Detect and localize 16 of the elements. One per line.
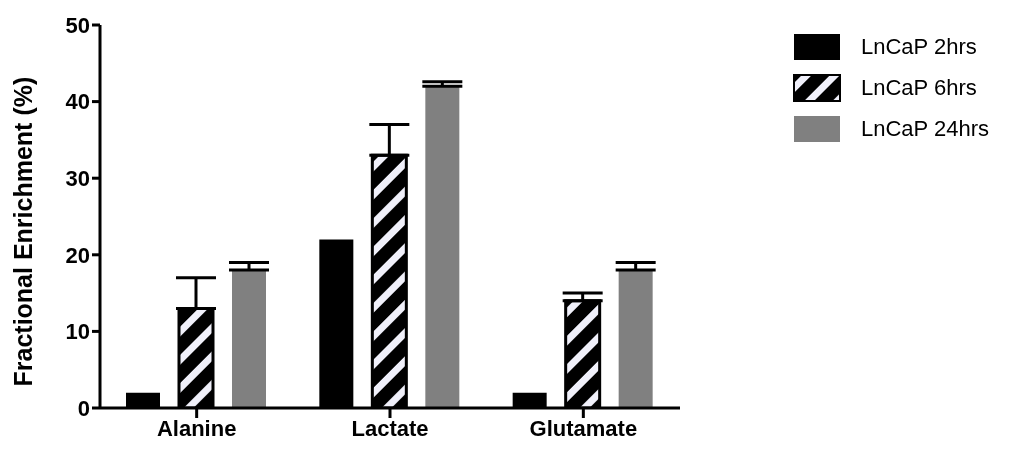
y-axis-title: Fractional Enrichment (%) xyxy=(8,76,37,387)
y-tick-label: 0 xyxy=(77,395,90,421)
bar xyxy=(232,270,266,408)
y-tick-label: 50 xyxy=(65,12,90,38)
legend-label: LnCaP 24hrs xyxy=(861,116,990,142)
x-tick-label: Alanine xyxy=(156,415,237,441)
y-tick-label: 30 xyxy=(65,166,90,192)
x-tick-label: Lactate xyxy=(351,415,429,441)
y-tick-label: 40 xyxy=(65,89,90,115)
legend-label: LnCaP 6hrs xyxy=(861,75,977,101)
bar xyxy=(618,270,653,408)
bar xyxy=(425,86,460,408)
legend-label: LnCaP 2hrs xyxy=(861,34,977,60)
y-tick-label: 10 xyxy=(65,319,90,345)
x-tick-label: Glutamate xyxy=(529,415,638,441)
y-tick-label: 20 xyxy=(65,242,90,268)
